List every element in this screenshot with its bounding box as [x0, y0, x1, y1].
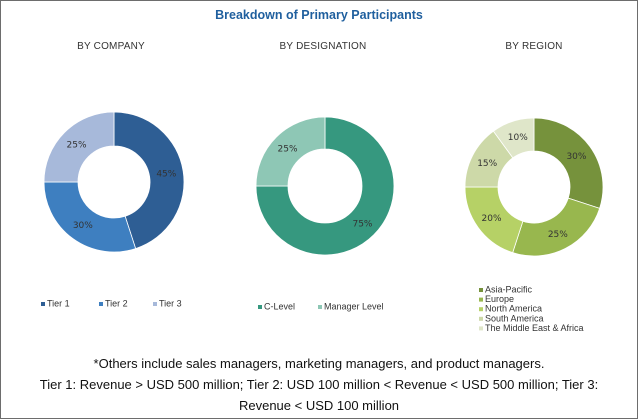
- slice-asia-pacific: [533, 117, 604, 209]
- legend-swatch-the-middle-east-and-africa: [479, 326, 483, 331]
- slice-c-level: [255, 116, 395, 256]
- legend-swatch-europe: [479, 297, 483, 302]
- legend-item-c-level: C-Level: [264, 302, 295, 312]
- donut-chart-by-region: 30% 25% 20% 15% 10%: [464, 117, 604, 257]
- legend-item-tier-1: Tier 1: [47, 299, 70, 309]
- slice-label-c-level: 75%: [352, 219, 372, 229]
- chart-title-by-company: BY COMPANY: [77, 41, 145, 52]
- legend-swatch-asia-pacific: [479, 288, 483, 292]
- donut-chart-by-designation: 75% 25%: [255, 116, 395, 256]
- legend-swatch-south-america: [479, 316, 483, 321]
- footnote-line-2: Tier 1: Revenue > USD 500 million; Tier …: [39, 377, 599, 392]
- legend-item-north-america: North America: [485, 304, 542, 314]
- footnote-line-1: *Others include sales managers, marketin…: [93, 356, 545, 371]
- footnote: *Others include sales managers, marketin…: [1, 353, 637, 416]
- charts-canvas: 45% 30% 25% Tier 1 Tier 2 Tier 3 75% 25% C-Level…: [41, 111, 604, 333]
- slice-label-the-middle-east-and-africa: 10%: [508, 133, 528, 143]
- slice-label-europe: 25%: [548, 230, 568, 240]
- legend-item-tier-2: Tier 2: [105, 299, 128, 309]
- chart-title-by-designation: BY DESIGNATION: [279, 41, 367, 52]
- legend-item-the-middle-east-and-africa: The Middle East & Africa: [485, 323, 584, 333]
- slice-label-asia-pacific: 30%: [566, 152, 586, 162]
- donut-chart-by-company: 45% 30% 25%: [43, 111, 185, 253]
- slice-label-manager-level: 25%: [278, 145, 298, 155]
- legend-swatch-c-level: [258, 305, 262, 309]
- legend-item-tier-3: Tier 3: [159, 299, 182, 309]
- slice-label-tier-1: 45%: [156, 170, 176, 180]
- slice-tier-3: [43, 111, 115, 183]
- slice-label-south-america: 15%: [477, 159, 497, 169]
- slice-label-tier-2: 30%: [73, 221, 93, 231]
- legend-swatch-tier-1: [41, 302, 45, 306]
- main-title: Breakdown of Primary Participants: [215, 8, 423, 22]
- legend-item-south-america: South America: [485, 313, 544, 323]
- legend-swatch-north-america: [479, 307, 483, 312]
- legend-swatch-tier-2: [99, 302, 103, 306]
- legend-item-manager-level: Manager Level: [324, 302, 384, 312]
- legend-by-company: Tier 1 Tier 2 Tier 3: [41, 299, 182, 309]
- legend-by-designation: C-Level Manager Level: [258, 302, 384, 312]
- slice-tier-1: [113, 111, 185, 250]
- legend-item-europe: Europe: [485, 294, 514, 304]
- legend-item-asia-pacific: Asia-Pacific: [485, 285, 533, 295]
- legend-swatch-manager-level: [318, 305, 322, 309]
- footnote-line-3: Revenue < USD 100 million: [238, 398, 400, 413]
- legend-swatch-tier-3: [153, 302, 157, 306]
- chart-title-by-region: BY REGION: [505, 41, 563, 52]
- slice-europe: [512, 197, 601, 257]
- slice-label-north-america: 20%: [482, 214, 502, 224]
- slice-manager-level: [255, 116, 326, 187]
- slice-tier-2: [43, 181, 137, 253]
- slice-the-middle-east-and-africa: [492, 117, 535, 159]
- slice-label-tier-3: 25%: [67, 141, 87, 151]
